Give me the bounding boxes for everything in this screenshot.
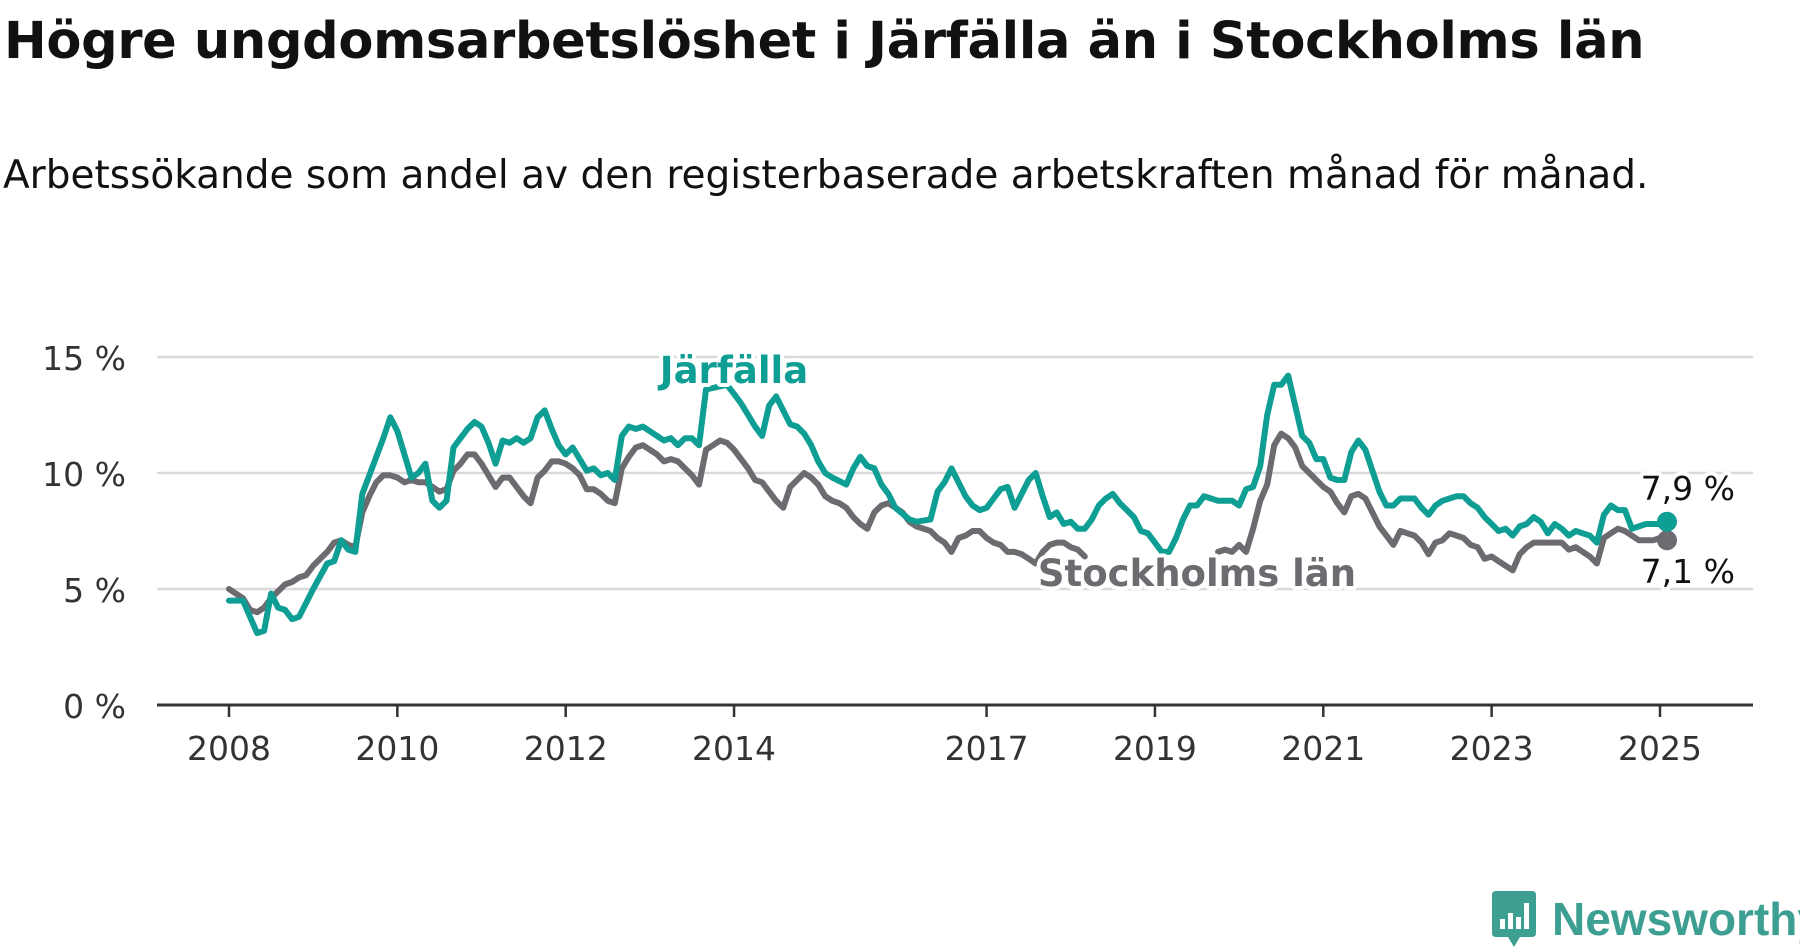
brand-name: Newsworthy <box>1552 893 1800 945</box>
x-axis: 2008 2010 2012 2014 2017 2019 2021 2023 2025 <box>157 703 1753 768</box>
y-axis-tick-labels: 0 % 5 % 10 % 15 % <box>42 339 126 726</box>
series-line-stockholms-lan <box>226 437 1088 616</box>
end-value-label-jarfalla: 7,9 % <box>1641 469 1735 508</box>
chart-title: Högre ungdomsarbetslöshet i Järfälla än … <box>4 12 1645 71</box>
series-end-point-jarfalla <box>1657 511 1677 532</box>
series-label-stockholms-lan: Stockholms län <box>1038 552 1356 595</box>
series-lines <box>226 372 1677 637</box>
y-tick-label: 5 % <box>63 571 126 610</box>
newsworthy-logo-icon <box>1492 891 1536 947</box>
chart-subtitle: Arbetssökande som andel av den registerb… <box>3 153 1649 198</box>
x-tick-label: 2017 <box>945 729 1029 768</box>
x-tick-label: 2012 <box>524 729 608 768</box>
series-label-jarfalla: Järfälla <box>657 349 808 392</box>
end-value-label-stockholms-lan-halo: 7,1 % <box>1641 552 1735 591</box>
y-tick-label: 0 % <box>63 687 126 726</box>
end-value-label-jarfalla-halo: 7,9 % <box>1641 469 1735 508</box>
x-tick-label: 2025 <box>1618 729 1702 768</box>
series-label-jarfalla-halo: Järfälla <box>657 349 808 392</box>
y-tick-label: 10 % <box>42 455 126 494</box>
series-end-point-stockholms-lan <box>1657 530 1677 551</box>
series-line-jarfalla <box>226 372 1670 637</box>
series-label-stockholms-lan-halo: Stockholms län <box>1038 552 1356 595</box>
x-tick-label: 2008 <box>187 729 271 768</box>
end-value-label-stockholms-lan: 7,1 % <box>1641 552 1735 591</box>
x-tick-label: 2023 <box>1450 729 1534 768</box>
series-line-stockholms-lan <box>1215 430 1670 574</box>
newsworthy-brand: Newsworthy <box>1490 886 1800 952</box>
x-tick-label: 2019 <box>1113 729 1197 768</box>
x-tick-label: 2010 <box>355 729 439 768</box>
x-tick-label: 2014 <box>692 729 776 768</box>
y-tick-label: 15 % <box>42 339 126 378</box>
x-tick-label: 2021 <box>1281 729 1365 768</box>
